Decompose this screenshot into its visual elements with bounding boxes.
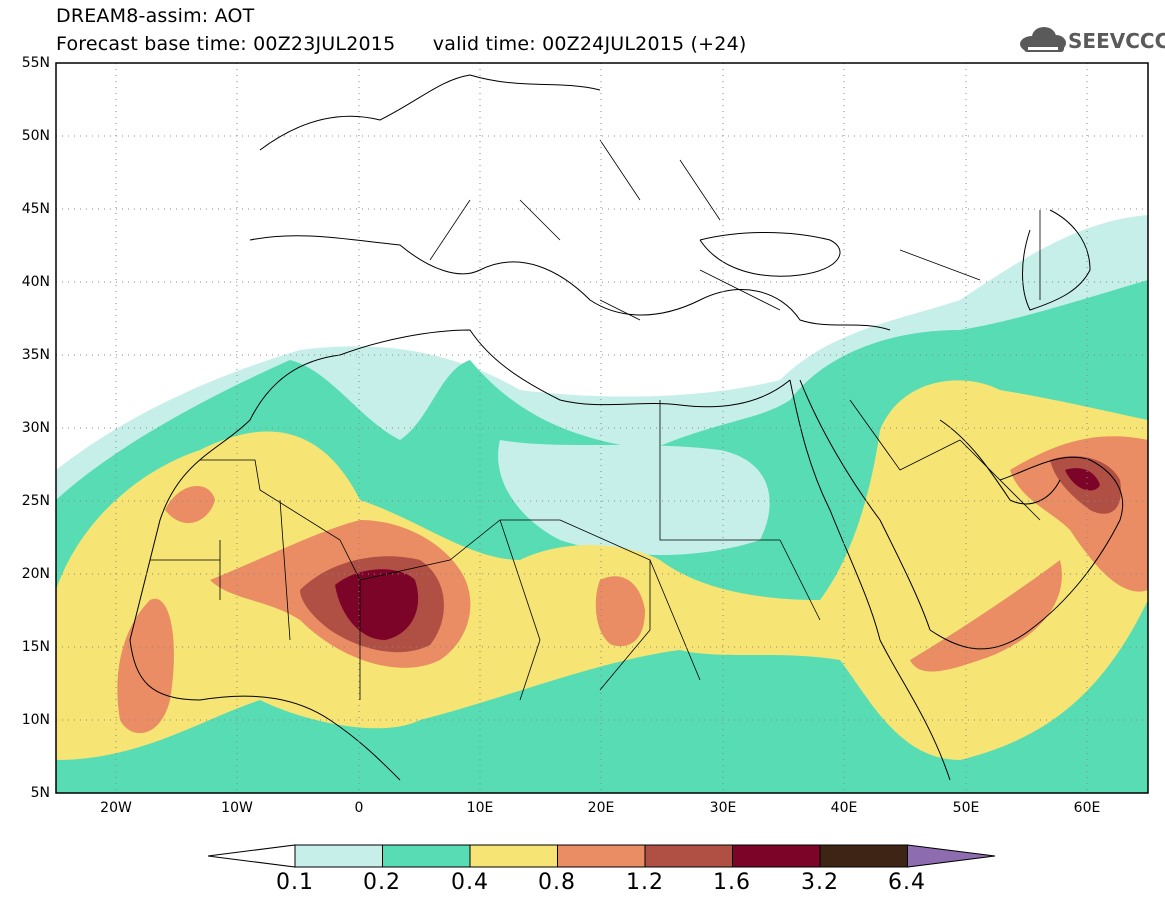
colorbar-label: 0.2 [363,870,401,895]
y-tick-label: 5N [30,785,50,801]
seevccc-logo [1020,27,1066,52]
colorbar-swatch-8 [907,844,996,868]
map-title: DREAM8-assim: AOT [56,5,255,27]
aot-band-03 [56,380,1148,760]
colorbar-swatch-1 [294,844,383,868]
y-tick-label: 15N [21,639,50,655]
y-tick-label: 50N [21,128,50,144]
coastline-black-sea [699,232,841,277]
aot-band-09 [165,486,215,524]
coastline-arabia [929,456,1124,650]
y-tick-label: 30N [21,420,50,436]
coastline-caspian [1022,209,1091,311]
x-tick-label: 10W [221,800,253,816]
aot-band-06 [595,576,645,647]
colorbar [207,844,996,868]
x-tick-label: 50E [952,800,980,816]
y-tick-label: 35N [21,347,50,363]
colorbar-label: 3.2 [801,870,839,895]
x-tick-label: 20W [100,800,132,816]
aot-gap-01 [498,440,770,555]
plot-frame [55,62,1149,794]
colorbar-swatch-2 [382,844,471,868]
x-tick-label: 20E [587,800,615,816]
y-tick-label: 20N [21,566,50,582]
y-tick-label: 10N [21,712,50,728]
colorbar-label: 0.4 [451,870,489,895]
colorbar-swatch-3 [469,844,558,868]
x-tick-label: 30E [709,800,737,816]
aot-band-08 [910,560,1062,672]
borders [150,139,1041,701]
colorbar-swatch-4 [557,844,646,868]
coastline-med-north [249,235,891,331]
aot-field [56,215,1148,793]
y-tick-label: 40N [21,274,50,290]
aot-band-12 [335,569,419,640]
colorbar-label: 1.6 [713,870,751,895]
colorbar-swatch-6 [732,844,821,868]
coastline-africa-west [129,354,401,781]
aot-band-13 [1065,468,1100,491]
coastline-horn [879,639,951,781]
coastline-gulf [939,419,1061,505]
colorbar-label: 1.2 [626,870,664,895]
coastline-med-south [339,329,791,408]
y-tick-label: 55N [21,55,50,71]
colorbar-label: 0.1 [276,870,314,895]
y-tick-label: 25N [21,493,50,509]
coastlines [129,74,1124,781]
colorbar-label: 6.4 [888,870,926,895]
forecast-time-line: Forecast base time: 00Z23JUL2015 valid t… [56,33,747,55]
x-tick-label: 10E [466,800,494,816]
gridlines [56,63,1148,793]
coastline-red-sea [789,379,931,641]
x-tick-label: 60E [1073,800,1101,816]
colorbar-swatch-7 [819,844,908,868]
x-tick-label: 40E [830,800,858,816]
colorbar-swatch-0 [207,844,296,868]
coastline-europe-north [259,74,601,151]
logo-text: SEEVCCC [1068,29,1165,53]
colorbar-swatch-5 [644,844,733,868]
colorbar-label: 0.8 [538,870,576,895]
y-tick-label: 45N [21,201,50,217]
x-tick-label: 0 [354,800,364,816]
